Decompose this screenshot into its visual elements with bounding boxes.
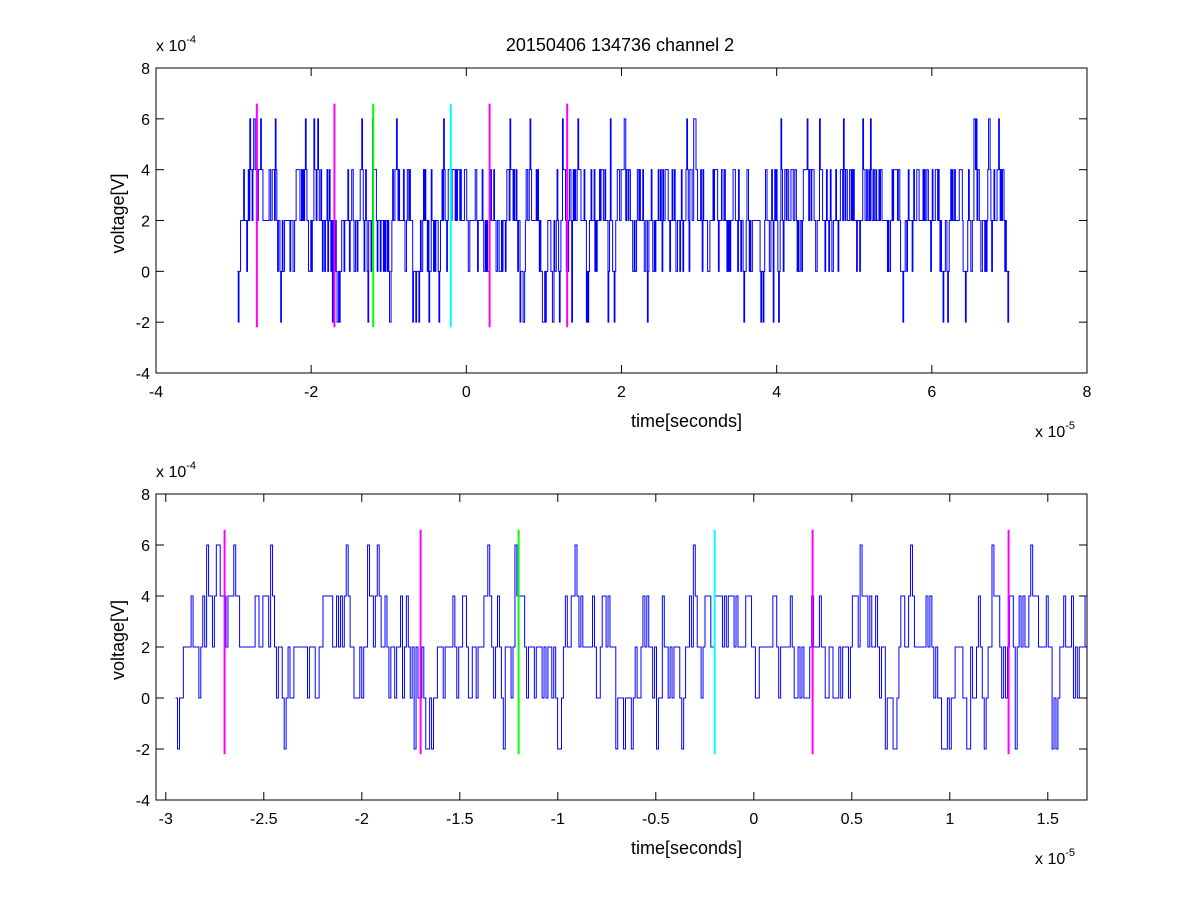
- y-tick-label: 6: [141, 112, 150, 129]
- x-tick-label: 0.5: [841, 811, 863, 828]
- x-tick-label: 0: [749, 811, 758, 828]
- y-tick-label: 6: [141, 538, 150, 555]
- x-tick-label: -4: [149, 384, 163, 401]
- x-exponent-value: -5: [1065, 420, 1075, 432]
- x-tick-label: 0: [462, 384, 471, 401]
- y-axis-label: voltage[V]: [108, 173, 128, 253]
- x-tick-label: 1.5: [1037, 811, 1059, 828]
- y-tick-label: 2: [141, 640, 150, 657]
- y-axis-label: voltage[V]: [108, 600, 128, 680]
- x-exponent-value: -5: [1065, 847, 1075, 859]
- x-tick-label: 4: [772, 384, 781, 401]
- y-exponent-label: x 10-4: [156, 460, 196, 481]
- y-tick-label: 0: [141, 264, 150, 281]
- figure-title: 20150406 134736 channel 2: [506, 35, 734, 55]
- signal-trace: [237, 118, 1010, 323]
- x-tick-label: 2: [617, 384, 626, 401]
- x-tick-label: -0.5: [642, 811, 670, 828]
- y-tick-label: -4: [136, 366, 150, 383]
- y-tick-label: -2: [136, 315, 150, 332]
- y-exponent-value: -4: [186, 34, 196, 46]
- x-tick-label: -1.5: [446, 811, 474, 828]
- plot-bottom: -4 -2 0 2 4 6 8 -3 -2.5 -2 -1.5 -1 -0.5 0 0.5 1 1.5 time[…: [108, 460, 1088, 868]
- x-axis-label: time[seconds]: [631, 411, 742, 431]
- y-tick-label: -4: [136, 793, 150, 810]
- x-tick-label: 6: [927, 384, 936, 401]
- x-tick-label: -2: [355, 811, 369, 828]
- y-exponent-label: x 10-4: [156, 34, 196, 55]
- plot-top: -4 -2 0 2 4 6 8 -4 -2 0 2 4 6 8 time[seconds] voltage[V…: [108, 34, 1092, 441]
- x-axis-label: time[seconds]: [631, 838, 742, 858]
- y-tick-label: 8: [141, 487, 150, 504]
- x-tick-label: -1: [551, 811, 565, 828]
- y-tick-label: 4: [141, 163, 150, 180]
- y-exponent-value: -4: [186, 460, 196, 472]
- x-tick-label: -2.5: [250, 811, 278, 828]
- x-tick-label: 8: [1083, 384, 1092, 401]
- x-tick-label: -3: [159, 811, 173, 828]
- y-tick-label: 0: [141, 691, 150, 708]
- x-tick-label: 1: [945, 811, 954, 828]
- y-tick-label: 8: [141, 61, 150, 78]
- y-tick-label: 4: [141, 589, 150, 606]
- y-tick-label: -2: [136, 742, 150, 759]
- x-tick-label: -2: [304, 384, 318, 401]
- x-exponent-label: x 10-5: [1035, 420, 1075, 441]
- y-tick-label: 2: [141, 214, 150, 231]
- x-exponent-label: x 10-5: [1035, 847, 1075, 868]
- signal-trace: [175, 544, 1087, 750]
